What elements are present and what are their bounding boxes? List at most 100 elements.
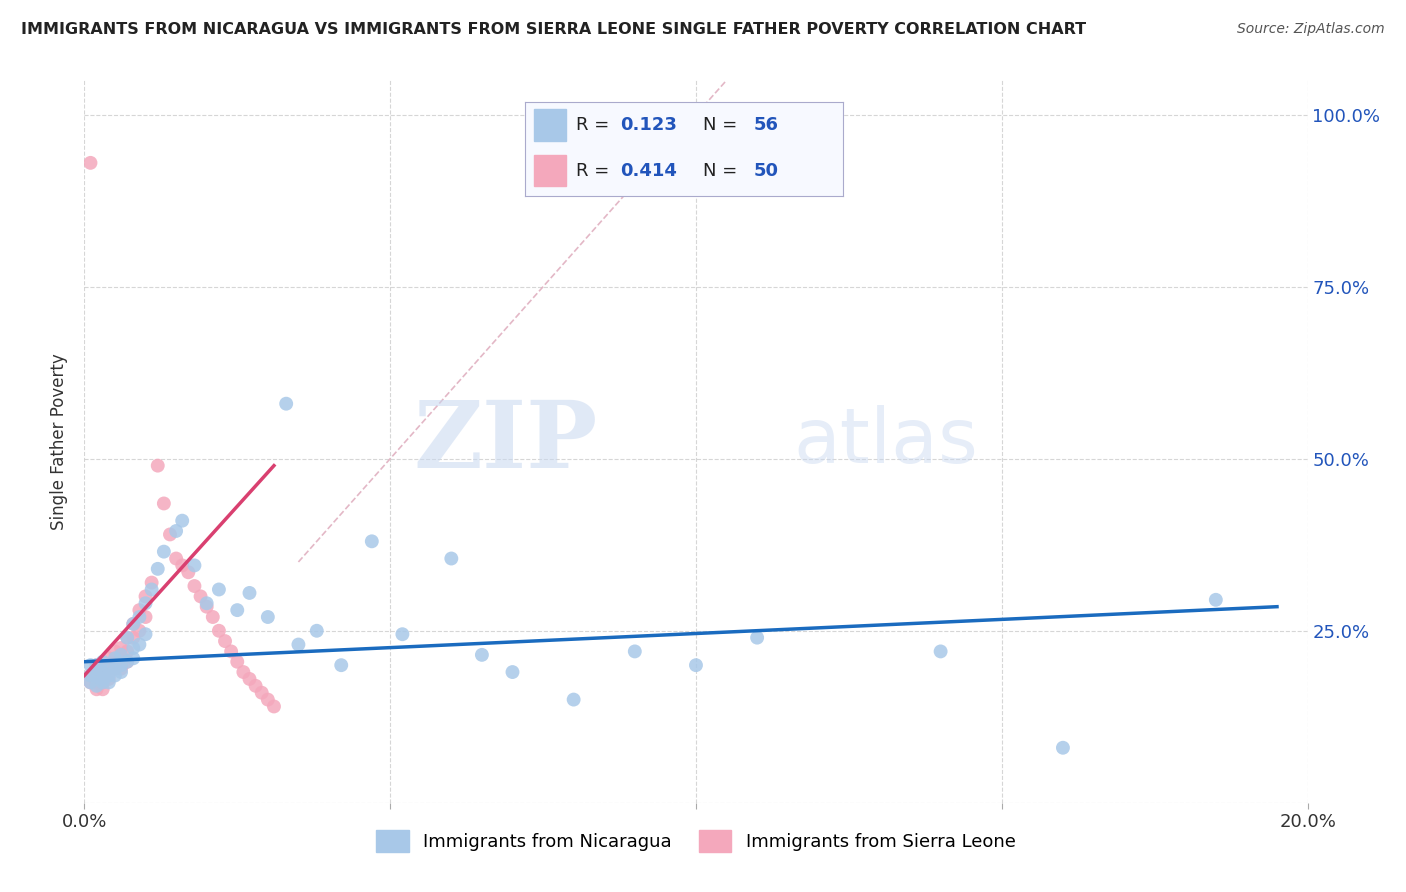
Point xyxy=(115,655,138,669)
Point xyxy=(146,458,169,473)
Point xyxy=(91,682,114,697)
Point xyxy=(250,686,273,700)
Point xyxy=(287,638,309,652)
Point xyxy=(226,603,249,617)
Point xyxy=(128,603,150,617)
Point xyxy=(201,610,224,624)
Point xyxy=(562,692,585,706)
Point xyxy=(97,672,120,686)
Point xyxy=(91,675,114,690)
Point xyxy=(177,566,200,580)
Point xyxy=(86,658,108,673)
Text: atlas: atlas xyxy=(794,405,979,478)
Point xyxy=(79,156,101,170)
Point xyxy=(97,662,120,676)
Point xyxy=(165,551,187,566)
Point xyxy=(86,668,108,682)
Point xyxy=(685,658,707,673)
Point xyxy=(115,631,138,645)
Text: Source: ZipAtlas.com: Source: ZipAtlas.com xyxy=(1237,22,1385,37)
Point xyxy=(79,675,101,690)
Legend: Immigrants from Nicaragua, Immigrants from Sierra Leone: Immigrants from Nicaragua, Immigrants fr… xyxy=(368,822,1024,859)
Point xyxy=(115,631,138,645)
Point xyxy=(122,616,145,631)
Point xyxy=(257,610,280,624)
Point xyxy=(128,638,150,652)
Point xyxy=(122,631,145,645)
Point xyxy=(747,631,769,645)
Point xyxy=(86,675,108,690)
Point xyxy=(195,599,218,614)
Point xyxy=(97,668,120,682)
Point xyxy=(263,699,285,714)
Point xyxy=(146,562,169,576)
Point xyxy=(1205,592,1227,607)
Point xyxy=(79,668,101,682)
Point xyxy=(360,534,382,549)
Point xyxy=(238,586,260,600)
Point xyxy=(214,634,236,648)
Point xyxy=(330,658,353,673)
Point xyxy=(115,644,138,658)
Point xyxy=(91,675,114,690)
Point xyxy=(104,662,127,676)
Point xyxy=(929,644,952,658)
Point xyxy=(195,596,218,610)
Point xyxy=(110,665,132,679)
Point xyxy=(135,610,157,624)
Point xyxy=(190,590,212,604)
Point xyxy=(135,627,157,641)
Point xyxy=(79,658,101,673)
Point xyxy=(276,397,298,411)
Point xyxy=(91,672,114,686)
Text: IMMIGRANTS FROM NICARAGUA VS IMMIGRANTS FROM SIERRA LEONE SINGLE FATHER POVERTY : IMMIGRANTS FROM NICARAGUA VS IMMIGRANTS … xyxy=(21,22,1087,37)
Point xyxy=(502,665,524,679)
Point xyxy=(86,658,108,673)
Point xyxy=(97,675,120,690)
Point xyxy=(79,675,101,690)
Point xyxy=(624,644,647,658)
Point xyxy=(153,496,176,510)
Point xyxy=(219,644,242,658)
Point xyxy=(208,582,231,597)
Point xyxy=(104,651,127,665)
Point xyxy=(86,662,108,676)
Point xyxy=(79,668,101,682)
Point xyxy=(135,596,157,610)
Point xyxy=(128,624,150,638)
Point xyxy=(115,655,138,669)
Point xyxy=(440,551,463,566)
Point xyxy=(172,514,194,528)
Point xyxy=(232,665,254,679)
Point xyxy=(153,544,176,558)
Point xyxy=(104,644,127,658)
Point xyxy=(91,655,114,669)
Point xyxy=(159,527,181,541)
Text: ZIP: ZIP xyxy=(413,397,598,486)
Point xyxy=(110,662,132,676)
Point xyxy=(110,648,132,662)
Point xyxy=(104,668,127,682)
Point xyxy=(104,662,127,676)
Point xyxy=(257,692,280,706)
Point xyxy=(135,590,157,604)
Point xyxy=(391,627,413,641)
Point xyxy=(172,558,194,573)
Point xyxy=(122,651,145,665)
Point xyxy=(165,524,187,538)
Point xyxy=(122,616,145,631)
Point xyxy=(91,665,114,679)
Point xyxy=(208,624,231,638)
Point xyxy=(238,672,260,686)
Point xyxy=(86,668,108,682)
Point xyxy=(183,558,205,573)
Point xyxy=(128,610,150,624)
Point xyxy=(1052,740,1074,755)
Point xyxy=(86,682,108,697)
Point xyxy=(91,668,114,682)
Point xyxy=(110,640,132,655)
Point xyxy=(141,575,163,590)
Point xyxy=(226,655,249,669)
Point xyxy=(141,582,163,597)
Point xyxy=(305,624,328,638)
